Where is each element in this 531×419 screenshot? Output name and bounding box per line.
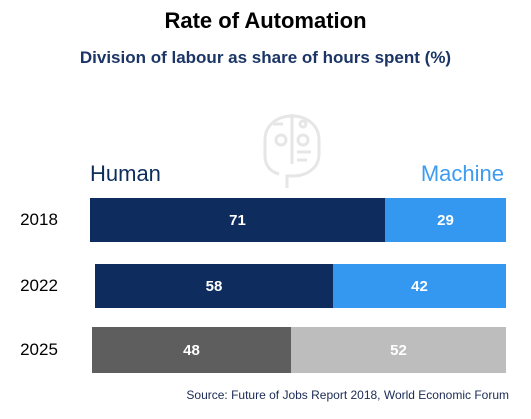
data-label: 42 (411, 277, 428, 295)
category-label: 2022 (20, 276, 58, 295)
bar-human-2018: 71 (90, 198, 385, 242)
data-label: 29 (437, 211, 454, 229)
chart-subtitle: Division of labour as share of hours spe… (79, 48, 452, 67)
bar-human-2025: 48 (92, 327, 291, 373)
robot-head-icon (263, 114, 321, 188)
legend-machine: Machine (420, 161, 504, 186)
category-label: 2025 (20, 340, 58, 359)
bar-machine-2022: 42 (333, 264, 506, 308)
bar-machine-2018: 29 (385, 198, 506, 242)
legend-human: Human (90, 161, 161, 186)
data-label: 71 (229, 211, 246, 229)
chart-title: Rate of Automation (164, 8, 367, 33)
bar-machine-2025: 52 (291, 327, 506, 373)
data-label: 52 (390, 341, 407, 359)
bar-human-2022: 58 (95, 264, 333, 308)
data-label: 48 (183, 341, 200, 359)
data-label: 58 (205, 277, 223, 295)
category-label: 2018 (20, 210, 58, 229)
source-note: Source: Future of Jobs Report 2018, Worl… (186, 388, 509, 402)
